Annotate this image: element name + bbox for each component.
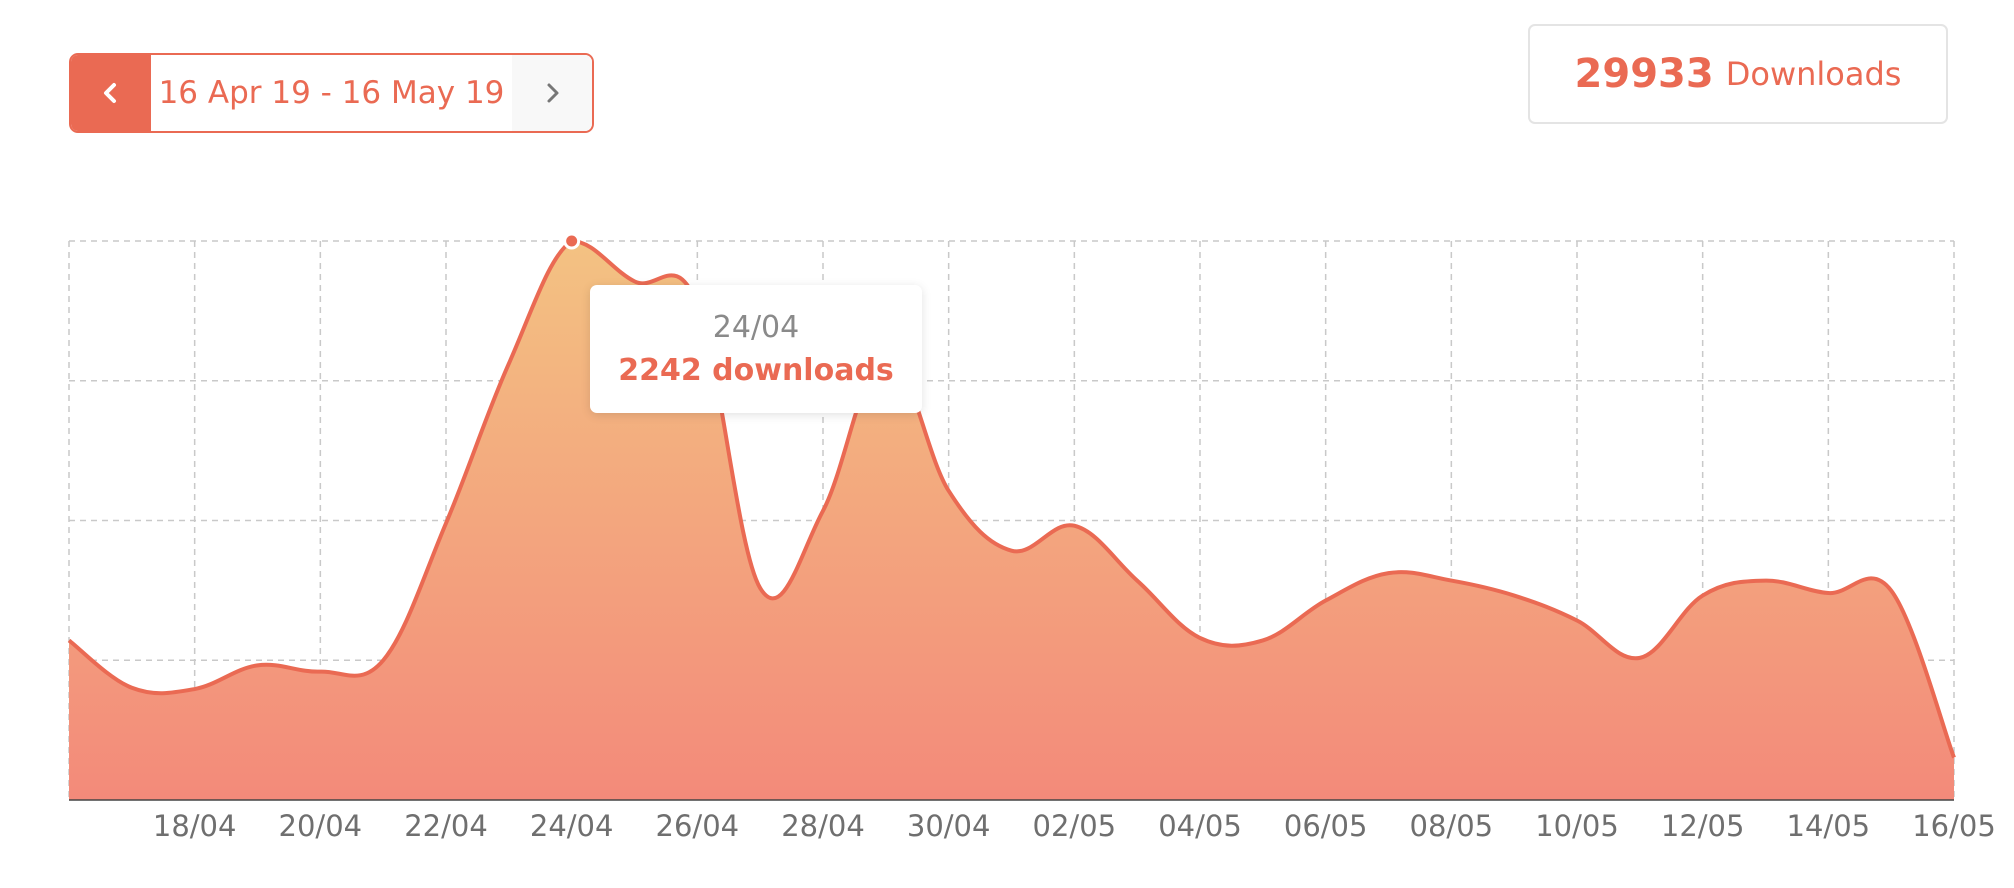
data-point-14-05 bbox=[1825, 590, 1831, 596]
data-point-03-05 bbox=[1134, 578, 1140, 584]
x-axis-ticks: 18/04 20/04 22/04 24/04 26/04 28/04 30/04 02/05… bbox=[153, 809, 1996, 843]
data-point-09-05 bbox=[1511, 593, 1517, 599]
data-point-05-05 bbox=[1260, 637, 1266, 643]
data-point-01-05 bbox=[1009, 548, 1015, 554]
data-point-20-04 bbox=[317, 669, 323, 675]
data-point-10-05 bbox=[1574, 617, 1580, 623]
data-point-12-05 bbox=[1700, 593, 1706, 599]
next-range-button[interactable] bbox=[512, 55, 592, 131]
data-point-07-05 bbox=[1386, 570, 1392, 576]
data-point-17-04 bbox=[129, 685, 135, 691]
x-tick-label: 28/04 bbox=[781, 809, 865, 843]
x-tick-label: 16/05 bbox=[1912, 809, 1996, 843]
x-tick-label: 20/04 bbox=[279, 809, 363, 843]
x-tick-label: 24/04 bbox=[530, 809, 614, 843]
highlight-point[interactable] bbox=[563, 232, 581, 250]
downloads-area-fill bbox=[69, 241, 1954, 800]
data-point-22-04 bbox=[443, 520, 449, 526]
previous-range-button[interactable] bbox=[71, 55, 151, 131]
data-point-28-04 bbox=[820, 508, 826, 514]
data-point-06-05 bbox=[1323, 598, 1329, 604]
x-tick-label: 08/05 bbox=[1410, 809, 1494, 843]
x-tick-label: 30/04 bbox=[907, 809, 991, 843]
downloads-line bbox=[67, 238, 1956, 759]
chevron-right-icon bbox=[547, 83, 559, 103]
data-point-16-05 bbox=[1951, 755, 1957, 761]
data-point-04-05 bbox=[1197, 635, 1203, 641]
data-point-21-04 bbox=[380, 657, 386, 663]
x-tick-label: 22/04 bbox=[404, 809, 488, 843]
data-point-19-04 bbox=[255, 662, 261, 668]
total-downloads-label: Downloads bbox=[1725, 55, 1902, 93]
tooltip-date: 24/04 bbox=[712, 310, 800, 345]
date-range-label: 16 Apr 19 - 16 May 19 bbox=[158, 75, 505, 111]
x-tick-label: 06/05 bbox=[1284, 809, 1368, 843]
x-tick-label: 02/05 bbox=[1033, 809, 1117, 843]
x-tick-label: 26/04 bbox=[656, 809, 740, 843]
data-point-13-05 bbox=[1763, 578, 1769, 584]
tooltip-value: 2242 downloads bbox=[618, 353, 894, 388]
chevron-left-icon bbox=[104, 83, 116, 103]
x-tick-label: 12/05 bbox=[1661, 809, 1745, 843]
data-point-25-04 bbox=[632, 278, 638, 284]
data-point-08-05 bbox=[1448, 578, 1454, 584]
x-tick-label: 10/05 bbox=[1535, 809, 1619, 843]
x-tick-label: 18/04 bbox=[153, 809, 237, 843]
data-point-16-04 bbox=[66, 637, 72, 643]
data-point-18-04 bbox=[192, 686, 198, 692]
total-downloads-value: 29933 bbox=[1574, 51, 1714, 97]
data-point-15-05 bbox=[1888, 588, 1894, 594]
data-point-02-05 bbox=[1071, 523, 1077, 529]
data-point-11-05 bbox=[1637, 655, 1643, 661]
data-point-23-04 bbox=[506, 361, 512, 367]
data-point-30-04 bbox=[946, 488, 952, 494]
x-tick-label: 04/05 bbox=[1158, 809, 1242, 843]
total-downloads-box: 29933 Downloads bbox=[1528, 24, 1948, 124]
x-tick-label: 14/05 bbox=[1787, 809, 1871, 843]
chart-tooltip: 24/04 2242 downloads bbox=[590, 285, 922, 413]
date-range-navigator: 16 Apr 19 - 16 May 19 bbox=[69, 53, 594, 133]
data-point-27-04 bbox=[757, 585, 763, 591]
